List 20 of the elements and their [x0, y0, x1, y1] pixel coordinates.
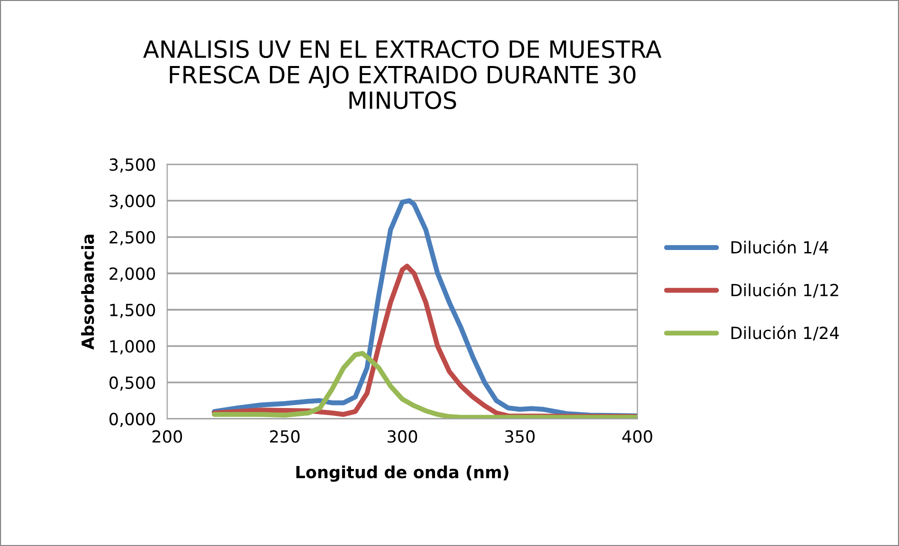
y-tick-label: 1,500 — [110, 304, 155, 318]
y-tick-label: 2,500 — [110, 231, 155, 246]
x-tick-label: 350 — [505, 430, 535, 443]
legend-label: Dilución 1/4 — [731, 240, 828, 255]
y-tick-label: 1,000 — [110, 340, 155, 354]
legend-label: Dilución 1/12 — [731, 282, 838, 298]
legend-label: Dilución 1/24 — [731, 326, 839, 341]
y-tick-label: 0,500 — [109, 376, 155, 391]
y-axis-title: Absorbancia — [81, 234, 94, 350]
y-tick-label: 3,000 — [110, 194, 155, 209]
x-tick-label: 250 — [270, 430, 300, 443]
y-tick-label: 0,000 — [109, 412, 155, 428]
y-tick-label: 3,500 — [110, 158, 155, 173]
chart-title: ANALISIS UV EN EL EXTRACTO DE MUESTRA FRESCA DE AJO EXTRAIDO DURANTE 30 MINUTOS — [143, 40, 662, 110]
x-tick-label: 400 — [622, 430, 652, 443]
x-axis-title: Longitud de onda (nm) — [296, 465, 508, 482]
x-tick-label: 300 — [388, 430, 418, 443]
x-tick-label: 200 — [152, 430, 182, 443]
y-tick-label: 2,000 — [110, 267, 155, 282]
line-series — [212, 350, 638, 419]
